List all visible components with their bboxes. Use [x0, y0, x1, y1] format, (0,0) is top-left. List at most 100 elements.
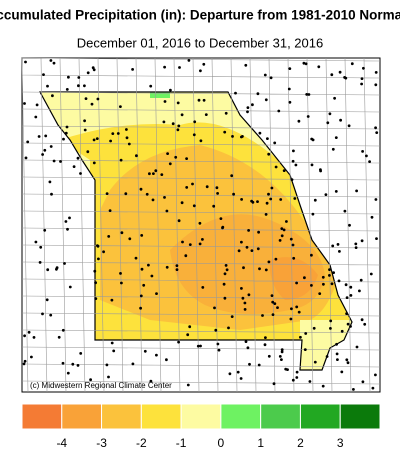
station: [269, 76, 273, 80]
station: [240, 198, 244, 201]
station: [291, 159, 295, 163]
station: [258, 131, 262, 135]
station: [151, 198, 155, 202]
station: [34, 115, 38, 119]
station: [212, 204, 216, 208]
station: [95, 137, 99, 141]
station: [345, 358, 349, 362]
station: [337, 279, 341, 283]
station: [284, 367, 288, 371]
station: [343, 76, 346, 79]
station: [107, 375, 110, 379]
station: [204, 113, 208, 116]
station: [177, 124, 181, 128]
station: [147, 263, 150, 267]
station: [160, 173, 164, 177]
station: [250, 249, 254, 253]
station: [201, 238, 204, 241]
station: [368, 160, 371, 164]
station: [166, 152, 170, 156]
station: [109, 139, 112, 143]
station: [333, 96, 336, 100]
station: [278, 355, 282, 358]
station: [61, 328, 65, 332]
station: [310, 137, 314, 141]
station: [52, 159, 56, 163]
station: [43, 228, 47, 232]
station: [23, 334, 26, 338]
station: [32, 336, 36, 339]
station: [116, 132, 120, 135]
stations: [22, 59, 379, 391]
station: [328, 274, 331, 277]
station: [149, 84, 153, 88]
station: [63, 262, 66, 265]
station: [241, 296, 245, 300]
station: [38, 261, 42, 264]
station: [221, 225, 225, 229]
station: [171, 122, 175, 126]
station: [270, 186, 274, 190]
station: [49, 313, 53, 317]
station: [217, 348, 221, 352]
station: [143, 349, 147, 353]
station: [230, 315, 234, 318]
station: [246, 106, 250, 109]
station: [374, 373, 377, 377]
station: [163, 65, 167, 69]
station: [119, 105, 122, 108]
station: [43, 148, 47, 152]
station: [224, 264, 228, 267]
credit: (c) Midwestern Regional Climate Center: [30, 381, 172, 390]
station: [338, 250, 341, 253]
station: [119, 158, 123, 162]
station: [256, 247, 260, 251]
station: [216, 192, 220, 195]
station: [139, 187, 143, 191]
station: [257, 363, 261, 367]
station: [307, 93, 311, 96]
station: [83, 128, 87, 132]
station: [165, 358, 168, 362]
station: [41, 153, 44, 156]
station: [312, 326, 316, 330]
legend-tick-label: -4: [56, 436, 67, 450]
station: [345, 296, 349, 299]
station: [334, 190, 338, 193]
station: [102, 250, 105, 254]
station: [250, 199, 254, 203]
station: [64, 220, 68, 223]
station: [240, 287, 243, 290]
station: [177, 219, 181, 223]
station: [68, 285, 72, 289]
station: [370, 215, 374, 219]
station: [92, 161, 96, 165]
station: [48, 180, 52, 184]
legend-tick-label: 1: [257, 436, 264, 450]
station: [304, 62, 308, 66]
station: [290, 178, 294, 182]
station: [199, 139, 203, 143]
station: [76, 364, 80, 367]
station: [305, 93, 309, 96]
station: [225, 268, 229, 272]
station: [304, 332, 308, 335]
station: [343, 209, 347, 213]
station: [213, 306, 216, 310]
station: [50, 192, 53, 196]
station: [264, 336, 267, 339]
station: [223, 130, 227, 134]
station: [176, 101, 180, 105]
station: [347, 124, 351, 128]
station: [359, 278, 363, 282]
station: [55, 267, 58, 271]
station: [271, 300, 275, 304]
station: [346, 322, 350, 326]
station: [355, 189, 358, 193]
station: [79, 172, 82, 175]
station: [27, 330, 31, 334]
station: [264, 213, 268, 216]
station: [264, 268, 268, 272]
station: [149, 379, 153, 383]
station: [350, 62, 354, 66]
